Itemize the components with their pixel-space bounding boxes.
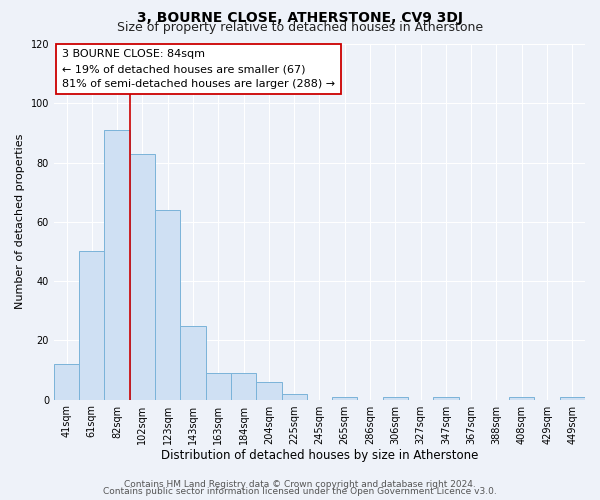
Text: 3, BOURNE CLOSE, ATHERSTONE, CV9 3DJ: 3, BOURNE CLOSE, ATHERSTONE, CV9 3DJ — [137, 11, 463, 25]
Text: 3 BOURNE CLOSE: 84sqm
← 19% of detached houses are smaller (67)
81% of semi-deta: 3 BOURNE CLOSE: 84sqm ← 19% of detached … — [62, 50, 335, 89]
Bar — [433, 396, 458, 400]
Bar — [54, 364, 79, 400]
Bar — [332, 396, 358, 400]
Text: Contains public sector information licensed under the Open Government Licence v3: Contains public sector information licen… — [103, 487, 497, 496]
Bar — [281, 394, 307, 400]
Bar — [181, 326, 206, 400]
Text: Size of property relative to detached houses in Atherstone: Size of property relative to detached ho… — [117, 21, 483, 34]
Bar — [206, 373, 231, 400]
Bar — [256, 382, 281, 400]
Text: Contains HM Land Registry data © Crown copyright and database right 2024.: Contains HM Land Registry data © Crown c… — [124, 480, 476, 489]
Bar — [383, 396, 408, 400]
Bar — [130, 154, 155, 400]
Bar — [509, 396, 535, 400]
Bar — [560, 396, 585, 400]
Y-axis label: Number of detached properties: Number of detached properties — [15, 134, 25, 310]
X-axis label: Distribution of detached houses by size in Atherstone: Distribution of detached houses by size … — [161, 450, 478, 462]
Bar — [79, 252, 104, 400]
Bar — [104, 130, 130, 400]
Bar — [155, 210, 181, 400]
Bar — [231, 373, 256, 400]
